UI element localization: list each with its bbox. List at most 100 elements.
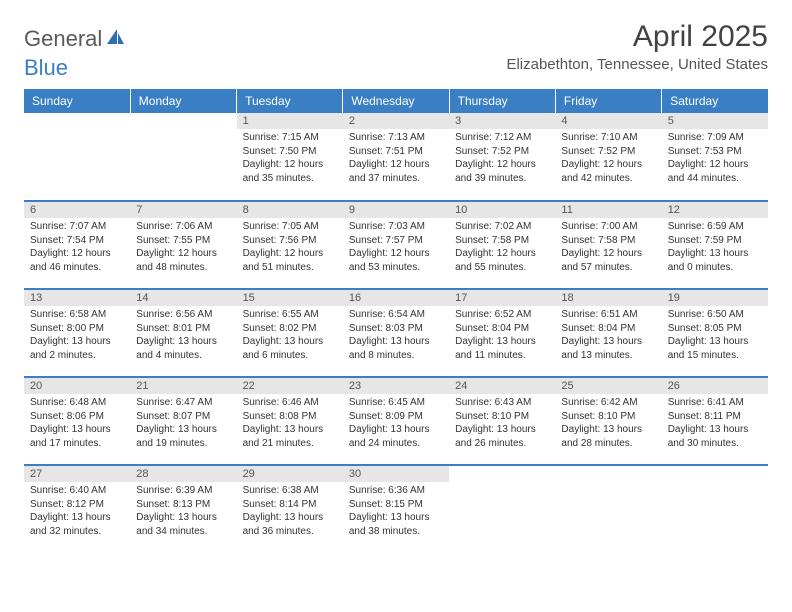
calendar-cell: 5Sunrise: 7:09 AMSunset: 7:53 PMDaylight…	[662, 113, 768, 201]
calendar-cell: 28Sunrise: 6:39 AMSunset: 8:13 PMDayligh…	[130, 465, 236, 553]
day-details: Sunrise: 7:03 AMSunset: 7:57 PMDaylight:…	[343, 218, 449, 278]
calendar-cell	[555, 465, 661, 553]
calendar-cell: 2Sunrise: 7:13 AMSunset: 7:51 PMDaylight…	[343, 113, 449, 201]
day-details: Sunrise: 7:05 AMSunset: 7:56 PMDaylight:…	[237, 218, 343, 278]
day-details: Sunrise: 6:38 AMSunset: 8:14 PMDaylight:…	[237, 482, 343, 542]
day-number: 25	[555, 378, 661, 394]
day-number: 1	[237, 113, 343, 129]
day-number: 3	[449, 113, 555, 129]
calendar-cell: 23Sunrise: 6:45 AMSunset: 8:09 PMDayligh…	[343, 377, 449, 465]
sail-icon	[106, 28, 126, 51]
calendar-row: 1Sunrise: 7:15 AMSunset: 7:50 PMDaylight…	[24, 113, 768, 201]
day-details: Sunrise: 6:52 AMSunset: 8:04 PMDaylight:…	[449, 306, 555, 366]
day-number: 15	[237, 290, 343, 306]
calendar-cell: 24Sunrise: 6:43 AMSunset: 8:10 PMDayligh…	[449, 377, 555, 465]
calendar-cell	[449, 465, 555, 553]
day-details: Sunrise: 6:56 AMSunset: 8:01 PMDaylight:…	[130, 306, 236, 366]
calendar-row: 27Sunrise: 6:40 AMSunset: 8:12 PMDayligh…	[24, 465, 768, 553]
calendar-cell	[24, 113, 130, 201]
calendar-cell: 6Sunrise: 7:07 AMSunset: 7:54 PMDaylight…	[24, 201, 130, 289]
day-details: Sunrise: 6:36 AMSunset: 8:15 PMDaylight:…	[343, 482, 449, 542]
calendar-cell	[662, 465, 768, 553]
calendar-cell: 25Sunrise: 6:42 AMSunset: 8:10 PMDayligh…	[555, 377, 661, 465]
logo-text-left: General	[24, 26, 102, 52]
weekday-header: Friday	[555, 89, 661, 113]
month-title: April 2025	[506, 20, 768, 54]
day-details: Sunrise: 7:02 AMSunset: 7:58 PMDaylight:…	[449, 218, 555, 278]
calendar-cell: 3Sunrise: 7:12 AMSunset: 7:52 PMDaylight…	[449, 113, 555, 201]
day-number: 8	[237, 202, 343, 218]
day-details: Sunrise: 6:45 AMSunset: 8:09 PMDaylight:…	[343, 394, 449, 454]
day-details: Sunrise: 7:13 AMSunset: 7:51 PMDaylight:…	[343, 129, 449, 189]
day-number: 5	[662, 113, 768, 129]
location: Elizabethton, Tennessee, United States	[506, 56, 768, 73]
calendar-cell: 21Sunrise: 6:47 AMSunset: 8:07 PMDayligh…	[130, 377, 236, 465]
day-number: 16	[343, 290, 449, 306]
day-number: 7	[130, 202, 236, 218]
day-details: Sunrise: 6:50 AMSunset: 8:05 PMDaylight:…	[662, 306, 768, 366]
day-number: 2	[343, 113, 449, 129]
calendar-cell: 22Sunrise: 6:46 AMSunset: 8:08 PMDayligh…	[237, 377, 343, 465]
calendar-cell: 26Sunrise: 6:41 AMSunset: 8:11 PMDayligh…	[662, 377, 768, 465]
day-number: 4	[555, 113, 661, 129]
calendar-page: General April 2025 Elizabethton, Tenness…	[0, 0, 792, 573]
day-number: 19	[662, 290, 768, 306]
weekday-row: SundayMondayTuesdayWednesdayThursdayFrid…	[24, 89, 768, 113]
day-number: 28	[130, 466, 236, 482]
calendar-cell: 16Sunrise: 6:54 AMSunset: 8:03 PMDayligh…	[343, 289, 449, 377]
day-number: 9	[343, 202, 449, 218]
day-details: Sunrise: 6:54 AMSunset: 8:03 PMDaylight:…	[343, 306, 449, 366]
calendar-cell: 10Sunrise: 7:02 AMSunset: 7:58 PMDayligh…	[449, 201, 555, 289]
day-details: Sunrise: 7:07 AMSunset: 7:54 PMDaylight:…	[24, 218, 130, 278]
calendar-cell: 9Sunrise: 7:03 AMSunset: 7:57 PMDaylight…	[343, 201, 449, 289]
day-number: 18	[555, 290, 661, 306]
calendar-cell: 19Sunrise: 6:50 AMSunset: 8:05 PMDayligh…	[662, 289, 768, 377]
day-details: Sunrise: 7:10 AMSunset: 7:52 PMDaylight:…	[555, 129, 661, 189]
day-details: Sunrise: 7:15 AMSunset: 7:50 PMDaylight:…	[237, 129, 343, 189]
day-number: 14	[130, 290, 236, 306]
day-number: 27	[24, 466, 130, 482]
day-details: Sunrise: 7:09 AMSunset: 7:53 PMDaylight:…	[662, 129, 768, 189]
calendar-cell: 27Sunrise: 6:40 AMSunset: 8:12 PMDayligh…	[24, 465, 130, 553]
day-details: Sunrise: 6:41 AMSunset: 8:11 PMDaylight:…	[662, 394, 768, 454]
day-number: 30	[343, 466, 449, 482]
day-details: Sunrise: 6:48 AMSunset: 8:06 PMDaylight:…	[24, 394, 130, 454]
calendar-cell: 4Sunrise: 7:10 AMSunset: 7:52 PMDaylight…	[555, 113, 661, 201]
day-details: Sunrise: 6:51 AMSunset: 8:04 PMDaylight:…	[555, 306, 661, 366]
day-number: 11	[555, 202, 661, 218]
day-number: 23	[343, 378, 449, 394]
day-details: Sunrise: 6:55 AMSunset: 8:02 PMDaylight:…	[237, 306, 343, 366]
weekday-header: Tuesday	[237, 89, 343, 113]
calendar-row: 20Sunrise: 6:48 AMSunset: 8:06 PMDayligh…	[24, 377, 768, 465]
weekday-header: Wednesday	[343, 89, 449, 113]
day-details: Sunrise: 6:58 AMSunset: 8:00 PMDaylight:…	[24, 306, 130, 366]
day-details: Sunrise: 7:06 AMSunset: 7:55 PMDaylight:…	[130, 218, 236, 278]
weekday-header: Saturday	[662, 89, 768, 113]
calendar-cell: 11Sunrise: 7:00 AMSunset: 7:58 PMDayligh…	[555, 201, 661, 289]
day-details: Sunrise: 7:00 AMSunset: 7:58 PMDaylight:…	[555, 218, 661, 278]
calendar-cell: 13Sunrise: 6:58 AMSunset: 8:00 PMDayligh…	[24, 289, 130, 377]
day-number: 10	[449, 202, 555, 218]
calendar-cell: 7Sunrise: 7:06 AMSunset: 7:55 PMDaylight…	[130, 201, 236, 289]
day-number: 22	[237, 378, 343, 394]
day-number: 24	[449, 378, 555, 394]
calendar-body: 1Sunrise: 7:15 AMSunset: 7:50 PMDaylight…	[24, 113, 768, 553]
day-number: 20	[24, 378, 130, 394]
logo-text-right: Blue	[24, 55, 68, 81]
day-details: Sunrise: 7:12 AMSunset: 7:52 PMDaylight:…	[449, 129, 555, 189]
day-details: Sunrise: 6:39 AMSunset: 8:13 PMDaylight:…	[130, 482, 236, 542]
day-details: Sunrise: 6:46 AMSunset: 8:08 PMDaylight:…	[237, 394, 343, 454]
calendar-cell: 20Sunrise: 6:48 AMSunset: 8:06 PMDayligh…	[24, 377, 130, 465]
calendar-cell: 30Sunrise: 6:36 AMSunset: 8:15 PMDayligh…	[343, 465, 449, 553]
day-details: Sunrise: 6:47 AMSunset: 8:07 PMDaylight:…	[130, 394, 236, 454]
calendar-cell: 17Sunrise: 6:52 AMSunset: 8:04 PMDayligh…	[449, 289, 555, 377]
day-details: Sunrise: 6:43 AMSunset: 8:10 PMDaylight:…	[449, 394, 555, 454]
day-details: Sunrise: 6:40 AMSunset: 8:12 PMDaylight:…	[24, 482, 130, 542]
day-number: 12	[662, 202, 768, 218]
day-details: Sunrise: 6:42 AMSunset: 8:10 PMDaylight:…	[555, 394, 661, 454]
day-number: 17	[449, 290, 555, 306]
day-details: Sunrise: 6:59 AMSunset: 7:59 PMDaylight:…	[662, 218, 768, 278]
title-block: April 2025 Elizabethton, Tennessee, Unit…	[506, 20, 768, 73]
calendar-cell: 8Sunrise: 7:05 AMSunset: 7:56 PMDaylight…	[237, 201, 343, 289]
calendar-cell: 12Sunrise: 6:59 AMSunset: 7:59 PMDayligh…	[662, 201, 768, 289]
